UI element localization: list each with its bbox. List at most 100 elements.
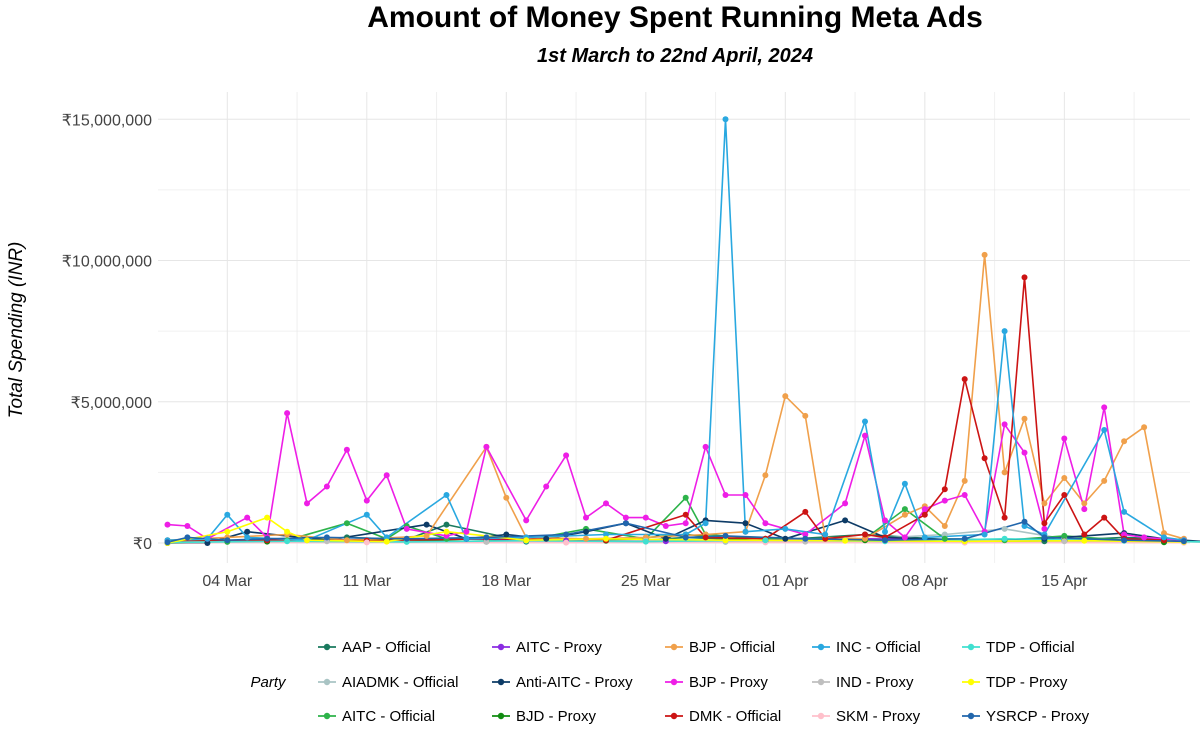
data-point-bjp-official	[981, 251, 988, 258]
data-point-bjp-proxy	[563, 452, 570, 459]
data-point-anti-aitc-proxy	[503, 531, 510, 538]
data-point-bjp-official	[1121, 438, 1128, 445]
data-point-tdp-proxy	[383, 538, 390, 545]
x-tick-label: 01 Apr	[762, 573, 809, 590]
data-point-ysrcp-proxy	[961, 535, 968, 542]
x-tick-label: 04 Mar	[202, 573, 252, 590]
data-point-bjp-proxy	[164, 521, 171, 528]
data-point-bjp-official	[941, 523, 948, 529]
legend-label-anti-aitc-proxy: Anti-AITC - Proxy	[516, 674, 633, 691]
data-point-tdp-proxy	[443, 528, 450, 535]
legend-key-point-ind-proxy	[817, 678, 825, 686]
data-point-bjp-proxy	[383, 472, 390, 479]
data-point-anti-aitc-proxy	[742, 520, 749, 527]
data-point-dmk-official	[961, 376, 968, 383]
data-point-bjp-proxy	[184, 523, 191, 529]
legend-label-bjd-proxy: BJD - Proxy	[516, 708, 597, 725]
data-point-dmk-official	[981, 455, 988, 462]
y-tick-label: ₹15,000,000	[62, 112, 152, 129]
legend-label-aitc-proxy: AITC - Proxy	[516, 639, 602, 656]
data-point-bjp-proxy	[603, 500, 609, 507]
legend-label-bjp-official: BJP - Official	[689, 639, 775, 656]
series-line-dmk-official	[167, 276, 1165, 543]
data-point-bjp-proxy	[662, 523, 669, 529]
data-point-inc-official	[204, 535, 211, 542]
legend-key-point-tdp-official	[967, 643, 975, 651]
data-point-tdp-proxy	[224, 528, 231, 535]
data-point-dmk-official	[1001, 514, 1008, 521]
series-line-bjp-official	[167, 254, 1185, 542]
data-point-ysrcp-proxy	[403, 535, 410, 542]
data-point-bjp-official	[901, 511, 908, 518]
data-point-bjp-official	[343, 537, 350, 544]
data-point-bjp-official	[1061, 475, 1068, 481]
data-point-inc-official	[1021, 523, 1028, 529]
x-tick-label: 25 Mar	[621, 573, 671, 590]
y-axis-label: Total Spending (INR)	[6, 242, 27, 419]
data-point-ysrcp-proxy	[184, 534, 191, 541]
data-point-tdp-official	[642, 538, 649, 545]
data-point-inc-official	[882, 528, 888, 535]
data-point-bjp-proxy	[1021, 449, 1028, 456]
legend-label-tdp-official: TDP - Official	[986, 639, 1075, 656]
data-point-bjp-proxy	[1141, 534, 1148, 541]
y-tick-label: ₹10,000,000	[62, 254, 152, 271]
data-point-anti-aitc-proxy	[583, 528, 589, 535]
data-point-inc-official	[981, 531, 988, 538]
data-point-inc-official	[921, 534, 928, 541]
data-point-bjp-official	[782, 393, 789, 400]
legend-label-aiadmk-official: AIADMK - Official	[342, 674, 458, 691]
chart-title: Amount of Money Spent Running Meta Ads	[367, 1, 983, 34]
x-tick-label: 11 Mar	[342, 573, 391, 590]
data-point-inc-official	[244, 534, 251, 541]
data-point-dmk-official	[1021, 274, 1028, 281]
data-point-bjp-proxy	[483, 443, 490, 450]
data-point-bjp-proxy	[304, 500, 310, 507]
data-point-bjp-official	[1081, 500, 1088, 507]
data-point-bjp-proxy	[682, 520, 689, 527]
legend-label-dmk-official: DMK - Official	[689, 708, 781, 725]
data-point-bjp-official	[1101, 477, 1108, 484]
data-point-bjp-official	[802, 412, 809, 419]
data-point-bjp-proxy	[921, 506, 928, 513]
data-point-bjp-proxy	[403, 525, 410, 532]
data-point-anti-aitc-proxy	[244, 528, 251, 535]
data-point-bjp-proxy	[882, 517, 888, 524]
data-point-skm-proxy	[563, 539, 570, 546]
y-tick-label: ₹0	[133, 536, 152, 553]
data-point-ysrcp-proxy	[1021, 518, 1028, 525]
data-point-inc-official	[1161, 534, 1167, 541]
data-point-inc-official	[1101, 427, 1108, 433]
legend-label-skm-proxy: SKM - Proxy	[836, 708, 921, 725]
legend-key-point-dmk-official	[670, 712, 678, 720]
data-point-dmk-official	[702, 534, 709, 541]
data-point-tdp-proxy	[722, 537, 729, 544]
data-point-ysrcp-proxy	[483, 534, 490, 541]
data-point-bjp-proxy	[1001, 421, 1008, 428]
data-point-tdp-proxy	[842, 537, 849, 544]
data-point-tdp-proxy	[284, 528, 291, 535]
data-point-bjp-proxy	[901, 534, 908, 541]
data-point-ysrcp-proxy	[622, 520, 629, 527]
data-point-inc-official	[1001, 328, 1008, 335]
data-point-bjp-proxy	[463, 528, 470, 535]
data-point-bjp-proxy	[583, 514, 589, 521]
data-point-inc-official	[822, 531, 829, 538]
data-point-anti-aitc-proxy	[423, 521, 430, 528]
data-point-dmk-official	[921, 511, 928, 518]
legend-label-ind-proxy: IND - Proxy	[836, 674, 914, 691]
data-point-ind-proxy	[1061, 538, 1068, 545]
legend-label-ysrcp-proxy: YSRCP - Proxy	[986, 708, 1090, 725]
y-tick-label: ₹5,000,000	[71, 395, 152, 412]
data-point-anti-aitc-proxy	[662, 535, 669, 542]
data-point-ysrcp-proxy	[1180, 538, 1187, 545]
data-point-ysrcp-proxy	[802, 535, 809, 542]
data-point-bjp-official	[961, 477, 968, 484]
legend-key-point-aitc-proxy	[497, 643, 505, 651]
data-point-bjp-official	[1001, 469, 1008, 476]
legend-key-point-aitc-official	[323, 712, 331, 720]
data-point-inc-official	[1121, 508, 1128, 515]
data-point-bjp-proxy	[343, 446, 350, 453]
series-line-bjp-proxy	[167, 406, 1184, 541]
